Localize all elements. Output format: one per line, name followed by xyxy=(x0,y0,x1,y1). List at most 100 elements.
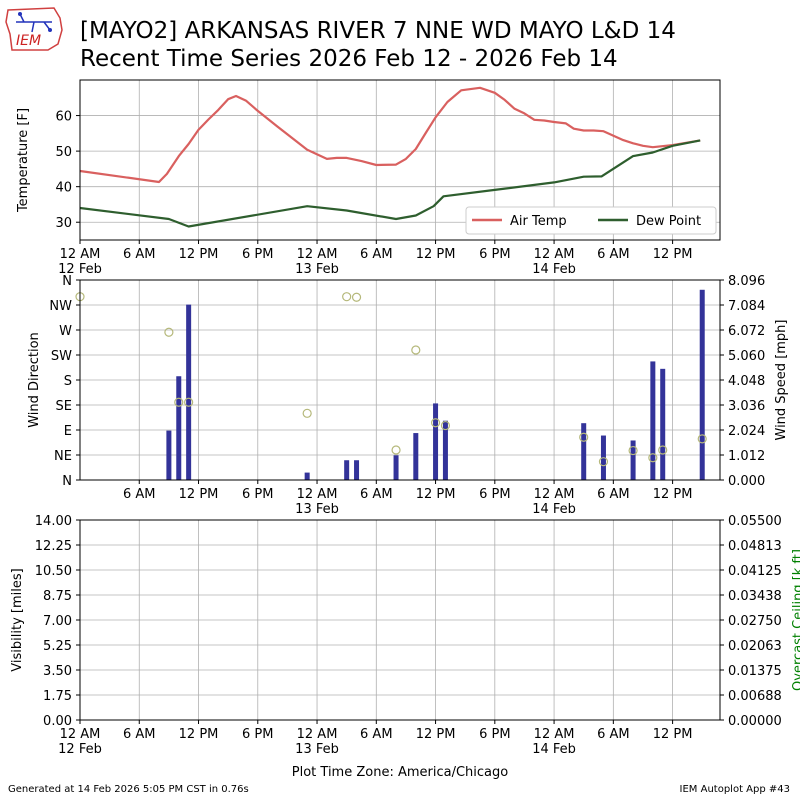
speed-tick-label: 6.072 xyxy=(728,324,765,339)
ceiling-tick-label: 0.03438 xyxy=(728,589,782,604)
wind-direction-marker xyxy=(598,457,609,467)
temperature-axis-label: Temperature [F] xyxy=(16,108,31,213)
ceiling-tick-label: 0.00000 xyxy=(728,714,782,729)
temperature-panel-frame xyxy=(79,79,721,241)
y-tick-label: 40 xyxy=(55,181,72,196)
x-tick-label: 6 PM xyxy=(479,487,510,502)
visibility-panel-frame xyxy=(79,519,721,721)
wind-panel-frame xyxy=(79,279,721,481)
series-line-air-temp xyxy=(79,86,701,184)
chart-subtitle: Recent Time Series 2026 Feb 12 - 2026 Fe… xyxy=(80,46,618,72)
visibility-tick-label: 0.00 xyxy=(43,714,72,729)
legend-label: Air Temp xyxy=(510,214,567,229)
x-tick-label: 6 PM xyxy=(242,727,273,742)
wind-direction-marker xyxy=(697,434,707,444)
direction-tick-label: N xyxy=(62,274,72,289)
direction-tick-label: N xyxy=(62,474,72,489)
x-tick-label: 12 PM xyxy=(416,487,456,502)
wind-speed-bar xyxy=(186,304,192,480)
x-tick-label: 12 AM xyxy=(297,727,338,742)
x-tick-label: 12 AM xyxy=(297,247,338,262)
x-tick-label: 12 PM xyxy=(653,247,693,262)
x-tick-label: 6 AM xyxy=(360,727,393,742)
speed-tick-label: 7.084 xyxy=(728,299,765,314)
visibility-tick-label: 5.25 xyxy=(43,639,72,654)
x-tick-label: 12 Feb xyxy=(58,262,102,277)
ceiling-tick-label: 0.02750 xyxy=(728,614,782,629)
x-tick-label: 13 Feb xyxy=(295,742,339,757)
wind-speed-bar xyxy=(166,430,172,480)
x-tick-label: 13 Feb xyxy=(295,262,339,277)
x-tick-label: 12 PM xyxy=(179,727,219,742)
visibility-tick-label: 7.00 xyxy=(43,614,72,629)
x-tick-label: 13 Feb xyxy=(295,502,339,517)
wind-direction-marker xyxy=(628,445,638,456)
ceiling-tick-label: 0.00688 xyxy=(728,689,782,704)
wind-direction-marker xyxy=(351,292,362,302)
direction-tick-label: E xyxy=(64,424,72,439)
direction-tick-label: NE xyxy=(54,449,72,464)
wind-speed-bar xyxy=(344,460,350,480)
wind-direction-marker xyxy=(174,397,184,407)
y-tick-label: 30 xyxy=(55,216,72,231)
wind-direction-axis-label: Wind Direction xyxy=(27,332,42,428)
iem-logo: IEM xyxy=(5,7,63,51)
x-tick-label: 12 PM xyxy=(179,487,219,502)
x-tick-label: 12 PM xyxy=(416,727,456,742)
direction-tick-label: SW xyxy=(51,349,72,364)
visibility-tick-label: 1.75 xyxy=(43,689,72,704)
ceiling-tick-label: 0.01375 xyxy=(728,664,782,679)
ceiling-axis-label: Overcast Ceiling [k ft] xyxy=(791,549,800,691)
wind-speed-bar xyxy=(650,361,656,480)
y-tick-label: 50 xyxy=(55,145,72,160)
ceiling-tick-label: 0.05500 xyxy=(728,514,782,529)
wind-direction-marker xyxy=(164,327,174,337)
speed-tick-label: 1.012 xyxy=(728,449,765,464)
x-tick-label: 12 PM xyxy=(416,247,456,262)
x-tick-label: 14 Feb xyxy=(532,502,576,517)
wind-speed-bar xyxy=(699,289,705,480)
wind-speed-bar xyxy=(660,368,666,480)
wind-direction-marker xyxy=(579,432,589,442)
speed-tick-label: 8.096 xyxy=(728,274,765,289)
x-tick-label: 12 AM xyxy=(534,487,575,502)
series-line-dew-point xyxy=(79,139,701,228)
visibility-tick-label: 14.00 xyxy=(35,514,72,529)
x-tick-label: 12 AM xyxy=(534,247,575,262)
x-tick-label: 12 PM xyxy=(653,487,693,502)
x-tick-label: 6 AM xyxy=(123,487,156,502)
wind-direction-marker xyxy=(302,408,312,418)
x-tick-label: 14 Feb xyxy=(532,262,576,277)
wind-speed-bar xyxy=(393,455,399,480)
visibility-tick-label: 12.25 xyxy=(35,539,72,554)
wind-direction-marker xyxy=(440,420,451,431)
x-tick-label: 6 AM xyxy=(123,727,156,742)
x-tick-label: 6 PM xyxy=(479,247,510,262)
x-tick-label: 12 PM xyxy=(653,727,693,742)
speed-tick-label: 5.060 xyxy=(728,349,765,364)
ceiling-tick-label: 0.02063 xyxy=(728,639,782,654)
x-tick-label: 12 AM xyxy=(297,487,338,502)
x-tick-label: 6 PM xyxy=(242,247,273,262)
app-note: IEM Autoplot App #43 xyxy=(679,784,790,795)
speed-tick-label: 4.048 xyxy=(728,374,765,389)
x-axis-label: Plot Time Zone: America/Chicago xyxy=(292,765,508,780)
ceiling-tick-label: 0.04813 xyxy=(728,539,782,554)
logo-text: IEM xyxy=(16,33,41,49)
x-tick-label: 6 AM xyxy=(360,247,393,262)
visibility-axis-label: Visibility [miles] xyxy=(10,568,25,671)
legend-box xyxy=(465,206,717,235)
speed-tick-label: 2.024 xyxy=(728,424,765,439)
wind-direction-marker xyxy=(184,397,194,407)
wind-speed-bar xyxy=(304,472,310,480)
wind-direction-marker xyxy=(342,292,352,302)
wind-direction-marker xyxy=(391,445,401,455)
x-tick-label: 6 AM xyxy=(360,487,393,502)
y-tick-label: 60 xyxy=(55,110,72,125)
x-tick-label: 6 AM xyxy=(597,727,630,742)
x-tick-label: 14 Feb xyxy=(532,742,576,757)
wind-direction-marker xyxy=(430,418,441,428)
visibility-tick-label: 8.75 xyxy=(43,589,72,604)
wind-direction-marker xyxy=(411,345,421,355)
wind-speed-bar xyxy=(581,423,587,480)
